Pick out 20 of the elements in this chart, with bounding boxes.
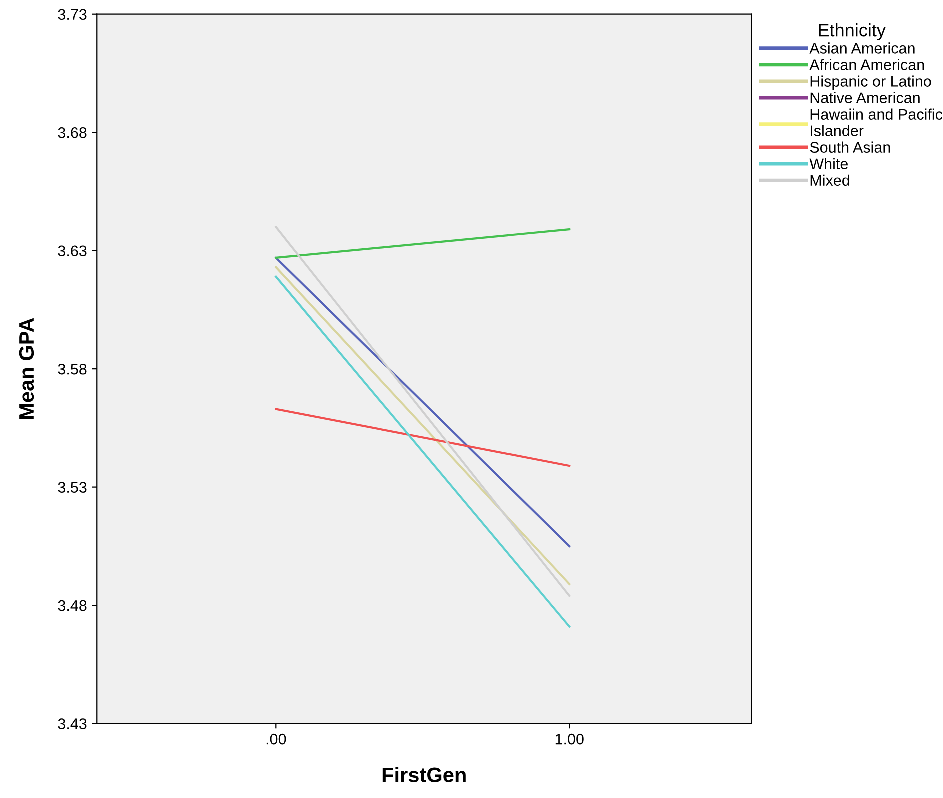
x-tick-label: 1.00 [556, 734, 584, 745]
legend-label: African American [810, 59, 924, 70]
y-tick-label: 3.53 [58, 482, 87, 493]
legend-label: White [810, 158, 848, 170]
legend-label: Asian American [810, 42, 915, 54]
legend-label: South Asian [810, 142, 890, 153]
y-tick-label: 3.48 [58, 600, 87, 612]
y-tick-label: 3.63 [58, 246, 87, 257]
y-tick-label: 3.68 [58, 127, 87, 138]
legend-label: Hawaiin and Pacific Islander [810, 108, 943, 136]
legend-label: Hispanic or Latino [810, 76, 932, 90]
x-axis-title: FirstGen [382, 767, 466, 782]
y-tick-label: 3.58 [58, 364, 87, 375]
x-tick-label: .00 [266, 734, 286, 745]
legend-label: Mixed [810, 174, 850, 186]
legend-label: Native American [810, 92, 920, 104]
y-axis-title: Mean GPA [19, 318, 34, 420]
y-tick-label: 3.43 [58, 718, 87, 730]
legend-title: Ethnicity [819, 24, 886, 40]
y-tick-label: 3.73 [58, 9, 87, 20]
